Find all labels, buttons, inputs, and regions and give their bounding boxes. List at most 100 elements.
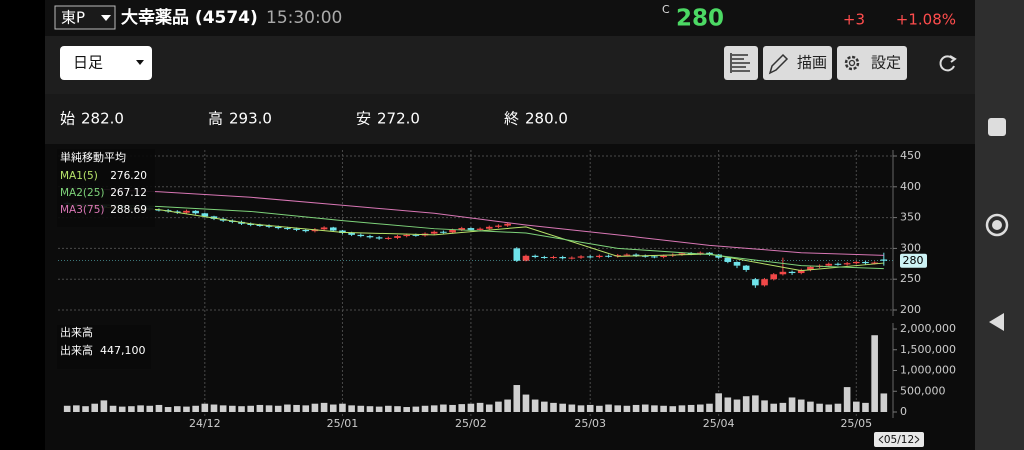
- volume-bar: [852, 401, 860, 412]
- x-tick-label: 25/02: [455, 417, 487, 430]
- home-button[interactable]: [985, 213, 1009, 237]
- volume-bar: [742, 396, 750, 412]
- volume-bar: [63, 405, 71, 412]
- candle-body: [385, 237, 392, 239]
- volume-bar: [183, 406, 190, 412]
- candle-body: [476, 228, 484, 230]
- volume-bar: [522, 394, 530, 412]
- candle-body: [357, 234, 365, 237]
- change: +3: [843, 11, 865, 29]
- volume-value: 447,100: [100, 344, 146, 357]
- candle-body: [632, 254, 640, 256]
- plot: [63, 187, 888, 412]
- candle-body: [862, 261, 869, 264]
- settings-label: 設定: [871, 54, 901, 72]
- candle-body: [825, 263, 833, 266]
- candle-body: [467, 228, 475, 230]
- volume-bar: [862, 402, 869, 412]
- volume-bar: [201, 403, 209, 412]
- volume-bar: [641, 404, 649, 412]
- gear-hole: [848, 59, 856, 67]
- legend-name: MA1(5): [60, 170, 98, 182]
- volume-bar: [293, 404, 300, 412]
- exchange-select[interactable]: 東P: [54, 5, 116, 30]
- settings-button[interactable]: 設定: [837, 46, 907, 80]
- price-badge: [900, 253, 927, 268]
- y-tick-label: 300: [900, 241, 921, 254]
- volume-bar: [385, 405, 392, 412]
- volume-bar: [715, 393, 722, 412]
- list-button[interactable]: [724, 46, 758, 80]
- volume-bar: [449, 404, 456, 412]
- time: 15:30:00: [266, 8, 342, 28]
- candle-body: [871, 262, 878, 264]
- ohlc-label: 高: [208, 110, 223, 128]
- volume-bar: [476, 402, 484, 412]
- draw-button[interactable]: 描画: [763, 46, 832, 80]
- candle-body: [807, 266, 814, 270]
- candle-body: [541, 257, 548, 259]
- volume-bar: [173, 406, 181, 412]
- volume-bar: [834, 403, 842, 412]
- candle-body: [577, 256, 585, 258]
- y-tick-label: 2,000,000: [900, 322, 956, 335]
- candle-body: [265, 225, 273, 227]
- candle-body: [559, 257, 566, 259]
- volume-bar: [91, 403, 99, 412]
- legend-name: MA2(25): [60, 187, 104, 199]
- volume-bar: [880, 393, 888, 412]
- toolbar: [45, 36, 975, 94]
- volume-bar: [366, 406, 374, 412]
- ohlc-value: 293.0: [229, 110, 272, 128]
- candle-body: [513, 248, 521, 261]
- date-next[interactable]: [914, 435, 920, 444]
- list-icon: [730, 53, 750, 73]
- volume-bar: [348, 405, 355, 412]
- x-tick-label: 25/05: [840, 417, 872, 430]
- volume-bar: [403, 407, 410, 412]
- reload-arrow: [949, 55, 957, 63]
- period-select[interactable]: 日足: [60, 46, 152, 80]
- volume-bar: [146, 405, 154, 412]
- candle-body: [485, 226, 493, 229]
- volume-bar: [394, 406, 401, 412]
- candle-body: [779, 271, 787, 275]
- candle-body: [697, 252, 704, 254]
- volume-bar: [421, 405, 429, 412]
- ohlc-label: 安: [356, 110, 371, 128]
- volume-bar: [247, 405, 254, 412]
- volume-bar: [660, 405, 667, 412]
- candle-body: [449, 229, 456, 233]
- legend-value: 276.20: [110, 170, 147, 182]
- volume-bar: [329, 404, 337, 412]
- volume-bar: [311, 403, 319, 412]
- volume-bar: [210, 404, 218, 412]
- candle-body: [742, 265, 750, 270]
- volume-bar: [265, 405, 273, 412]
- volume-bar: [440, 404, 447, 412]
- volume-bar: [320, 402, 328, 412]
- volume-bar: [779, 402, 787, 412]
- volume-label: 出来高: [60, 343, 93, 357]
- candle-body: [412, 234, 420, 236]
- recents-button[interactable]: [988, 118, 1006, 136]
- legend-title: 出来高: [60, 325, 93, 339]
- home-dot: [992, 220, 1002, 230]
- candle-body: [504, 223, 511, 226]
- volume-bar: [706, 403, 713, 412]
- header-bar: [45, 0, 975, 36]
- volume-bar: [284, 404, 291, 412]
- candle-body: [440, 231, 447, 233]
- volume-bar: [871, 335, 878, 412]
- candle-body: [183, 210, 190, 213]
- date-prev[interactable]: [878, 435, 884, 444]
- date-badge[interactable]: [874, 432, 924, 447]
- volume-bar: [274, 405, 282, 412]
- change-pct: +1.08%: [896, 11, 956, 29]
- volume-bar: [816, 403, 823, 412]
- volume-bar: [623, 405, 631, 412]
- candle-body: [596, 255, 603, 258]
- reload-button[interactable]: [939, 55, 957, 72]
- back-button[interactable]: [989, 313, 1004, 331]
